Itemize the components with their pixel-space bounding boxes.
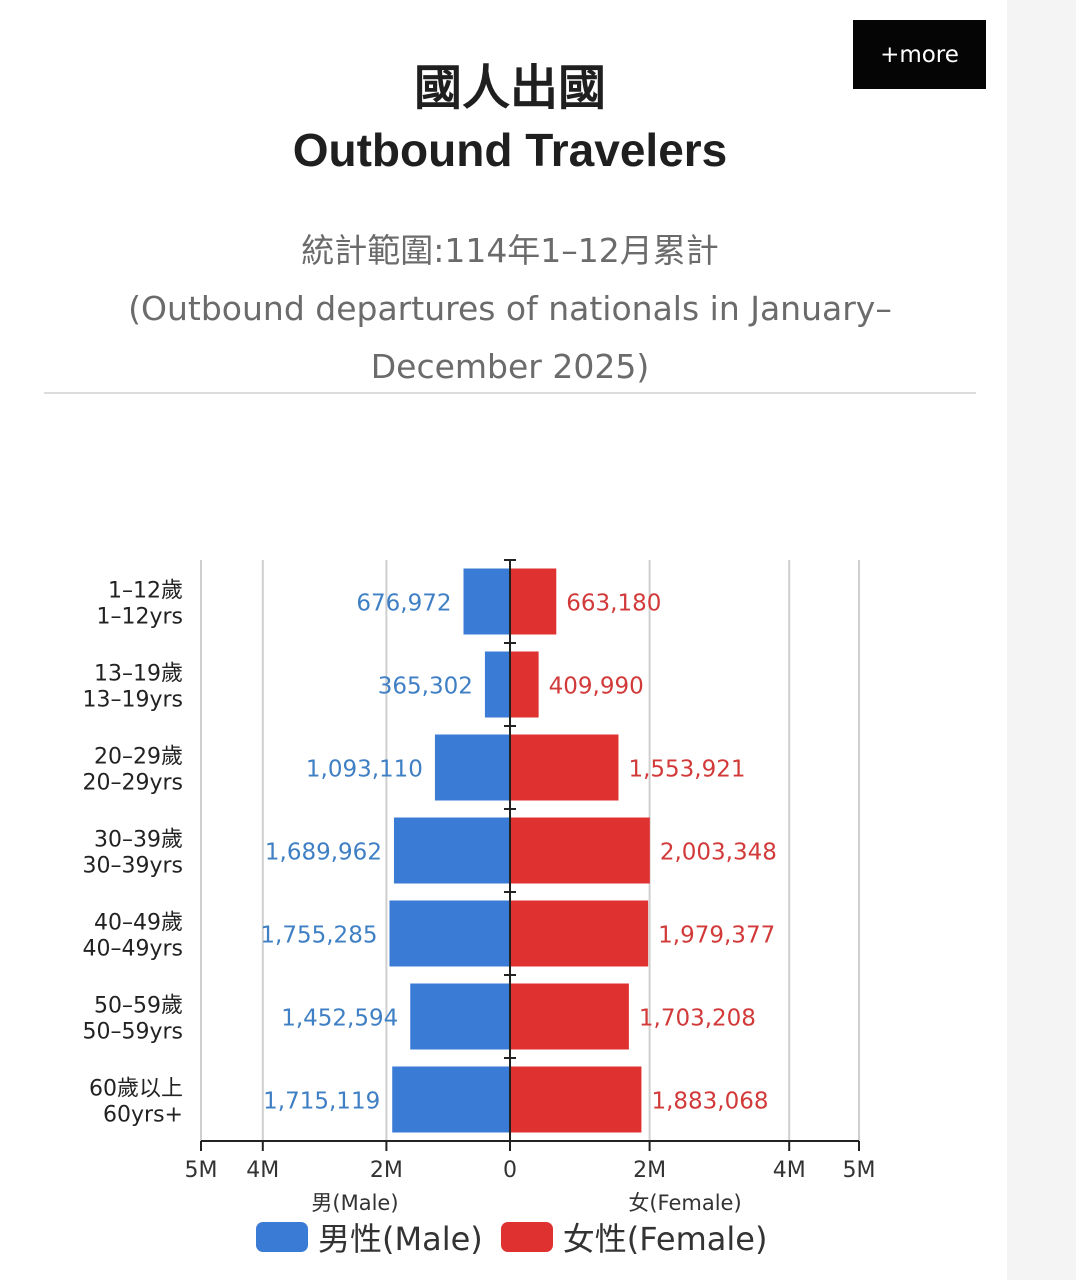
value-label-female: 1,553,921	[628, 757, 745, 783]
value-label-female: 1,979,377	[658, 923, 775, 949]
value-label-female: 1,703,208	[639, 1006, 756, 1032]
category-label-zh: 1–12歲	[108, 579, 183, 604]
category-label-en: 30–39yrs	[82, 854, 183, 879]
legend-label-female: 女性(Female)	[562, 1220, 768, 1258]
bar-female	[510, 1066, 642, 1133]
value-label-male: 676,972	[356, 591, 451, 617]
chart-legend: 男性(Male) 女性(Female)	[256, 1214, 785, 1260]
value-label-female: 409,990	[549, 674, 644, 700]
value-label-female: 663,180	[566, 591, 661, 617]
category-label-zh: 30–39歲	[94, 828, 183, 853]
x-tick-label-male: 2M	[370, 1158, 403, 1183]
side-panel-strip	[1007, 0, 1076, 1280]
category-label-en: 40–49yrs	[82, 937, 183, 962]
value-label-female: 1,883,068	[651, 1089, 768, 1115]
category-label-zh: 13–19歲	[94, 662, 183, 687]
value-label-male: 365,302	[378, 674, 473, 700]
category-label-zh: 20–29歲	[94, 745, 183, 770]
divider	[44, 392, 976, 394]
legend-item-male[interactable]: 男性(Male)	[256, 1214, 483, 1260]
legend-swatch-male	[256, 1222, 308, 1252]
legend-label-male: 男性(Male)	[318, 1220, 483, 1258]
bar-male	[389, 900, 510, 967]
subtitle-zh: 統計範圍:114年1–12月累計	[301, 231, 719, 270]
category-label-en: 60yrs+	[103, 1103, 183, 1128]
value-label-male: 1,093,110	[306, 757, 423, 783]
value-label-male: 1,755,285	[260, 923, 377, 949]
bar-female	[510, 817, 650, 884]
bar-female	[510, 568, 557, 635]
bar-female	[510, 651, 539, 718]
bar-male	[393, 817, 510, 884]
bar-female	[510, 900, 649, 967]
page-subtitle: 統計範圍:114年1–12月累計 (Outbound departures of…	[60, 222, 960, 396]
bar-female	[510, 983, 629, 1050]
category-label-zh: 50–59歲	[94, 994, 183, 1019]
x-tick-label-male: 4M	[246, 1158, 279, 1183]
value-label-male: 1,715,119	[263, 1089, 380, 1115]
page-title-en: Outbound Travelers	[292, 124, 728, 176]
x-tick-label-male: 5M	[185, 1158, 218, 1183]
legend-item-female[interactable]: 女性(Female)	[500, 1214, 768, 1260]
bar-male	[434, 734, 510, 801]
bar-male	[410, 983, 510, 1050]
category-label-en: 20–29yrs	[82, 771, 183, 796]
x-axis-title-female: 女(Female)	[628, 1191, 741, 1215]
bar-male	[463, 568, 510, 635]
x-axis-title-male: 男(Male)	[311, 1191, 398, 1215]
x-tick-label-male: 0	[503, 1158, 517, 1183]
x-tick-label-female: 2M	[633, 1158, 666, 1183]
category-label-en: 50–59yrs	[82, 1020, 183, 1045]
value-label-male: 1,452,594	[281, 1006, 398, 1032]
category-label-en: 13–19yrs	[82, 688, 183, 713]
category-label-en: 1–12yrs	[96, 605, 183, 630]
bar-female	[510, 734, 619, 801]
more-button[interactable]: +more	[853, 20, 986, 89]
value-label-female: 2,003,348	[660, 840, 777, 866]
category-label-zh: 40–49歲	[94, 911, 183, 936]
subtitle-en: (Outbound departures of nationals in Jan…	[128, 289, 892, 386]
legend-swatch-female	[500, 1222, 553, 1252]
x-tick-label-female: 4M	[773, 1158, 806, 1183]
page-title-zh: 國人出國	[413, 60, 606, 116]
x-tick-label-female: 5M	[843, 1158, 876, 1183]
bar-male	[484, 651, 510, 718]
value-label-male: 1,689,962	[265, 840, 382, 866]
bar-male	[392, 1066, 510, 1133]
category-label-zh: 60歲以上	[89, 1077, 183, 1102]
